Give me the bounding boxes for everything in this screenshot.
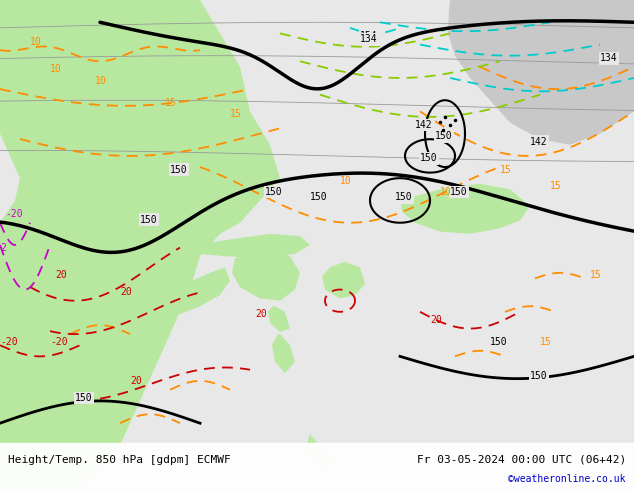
Text: 15: 15	[230, 109, 242, 119]
Text: 150: 150	[310, 193, 328, 202]
Text: 15: 15	[550, 181, 562, 191]
Text: 150: 150	[490, 337, 508, 347]
Text: -20: -20	[5, 209, 23, 219]
Text: ©weatheronline.co.uk: ©weatheronline.co.uk	[508, 474, 626, 484]
Text: 15: 15	[590, 270, 602, 280]
Text: 10: 10	[340, 176, 352, 186]
Bar	[0, 443, 634, 490]
Text: 150: 150	[450, 187, 468, 197]
Text: 150: 150	[435, 131, 453, 141]
Polygon shape	[268, 306, 290, 332]
Text: 150: 150	[265, 187, 283, 197]
Text: 15: 15	[540, 337, 552, 347]
Text: Height/Temp. 850 hPa [gdpm] ECMWF: Height/Temp. 850 hPa [gdpm] ECMWF	[8, 455, 231, 465]
Polygon shape	[322, 262, 365, 298]
Text: 142: 142	[530, 137, 548, 147]
Text: 150: 150	[530, 370, 548, 381]
Text: 15: 15	[165, 98, 177, 108]
Text: 10: 10	[50, 64, 61, 74]
Text: 20: 20	[55, 270, 67, 280]
Text: -20: -20	[0, 337, 18, 347]
Polygon shape	[305, 434, 330, 468]
Polygon shape	[400, 184, 530, 234]
Text: 20: 20	[120, 287, 132, 297]
Polygon shape	[272, 334, 295, 373]
Text: 150: 150	[420, 153, 437, 164]
Text: 154: 154	[360, 31, 378, 41]
Text: 2: 2	[0, 243, 6, 252]
Text: 10: 10	[95, 75, 107, 86]
Text: 10: 10	[440, 187, 452, 197]
Text: 20: 20	[255, 309, 267, 319]
Text: 142: 142	[415, 120, 432, 130]
Polygon shape	[0, 0, 280, 490]
Text: 15: 15	[500, 165, 512, 174]
Text: 150: 150	[395, 193, 413, 202]
Polygon shape	[153, 267, 230, 314]
Text: 134: 134	[360, 34, 378, 44]
Text: 134: 134	[600, 53, 618, 63]
Text: 20: 20	[130, 376, 142, 386]
Text: 20: 20	[430, 315, 442, 325]
Polygon shape	[448, 0, 634, 145]
Text: Fr 03-05-2024 00:00 UTC (06+42): Fr 03-05-2024 00:00 UTC (06+42)	[417, 455, 626, 465]
Polygon shape	[232, 250, 300, 301]
Text: 10: 10	[30, 37, 42, 47]
Text: 150: 150	[170, 165, 188, 174]
Text: -20: -20	[50, 337, 68, 347]
Text: 150: 150	[75, 393, 93, 403]
Polygon shape	[193, 234, 310, 258]
Text: 150: 150	[140, 215, 158, 225]
